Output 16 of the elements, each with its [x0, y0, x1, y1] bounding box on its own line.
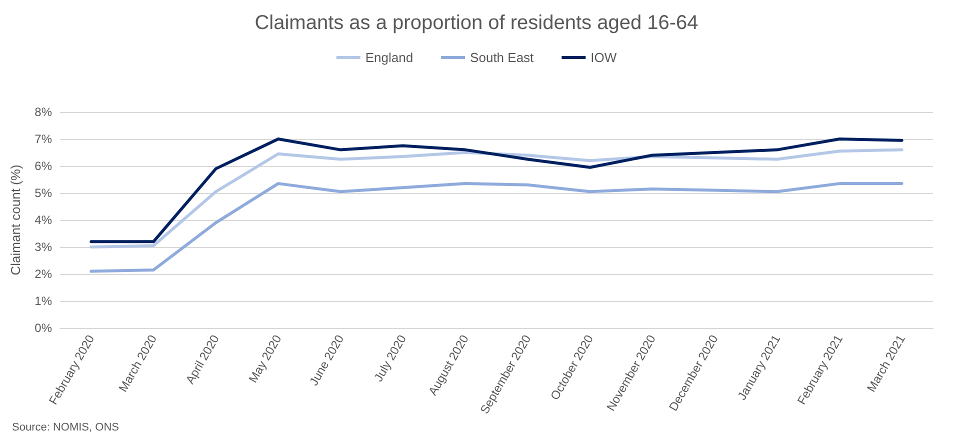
legend-label: IOW [590, 50, 618, 65]
y-tick-label: 8% [34, 105, 52, 119]
source-note: Source: NOMIS, ONS [12, 422, 119, 434]
legend-label: England [365, 50, 414, 65]
line-series [90, 182, 904, 273]
y-tick-label: 2% [34, 267, 52, 281]
y-tick-label: 7% [34, 132, 52, 146]
y-tick-label: 0% [34, 321, 52, 335]
legend-label: South East [470, 50, 534, 65]
y-tick-label: 5% [34, 186, 52, 200]
y-axis-title: Claimant count (%) [8, 164, 23, 276]
y-tick-label: 3% [34, 240, 52, 254]
y-tick-label: 4% [34, 213, 52, 227]
y-tick-label: 1% [34, 294, 52, 308]
y-tick-label: 6% [34, 159, 52, 173]
chart-title: Claimants as a proportion of residents aged 16-64 [254, 12, 698, 34]
